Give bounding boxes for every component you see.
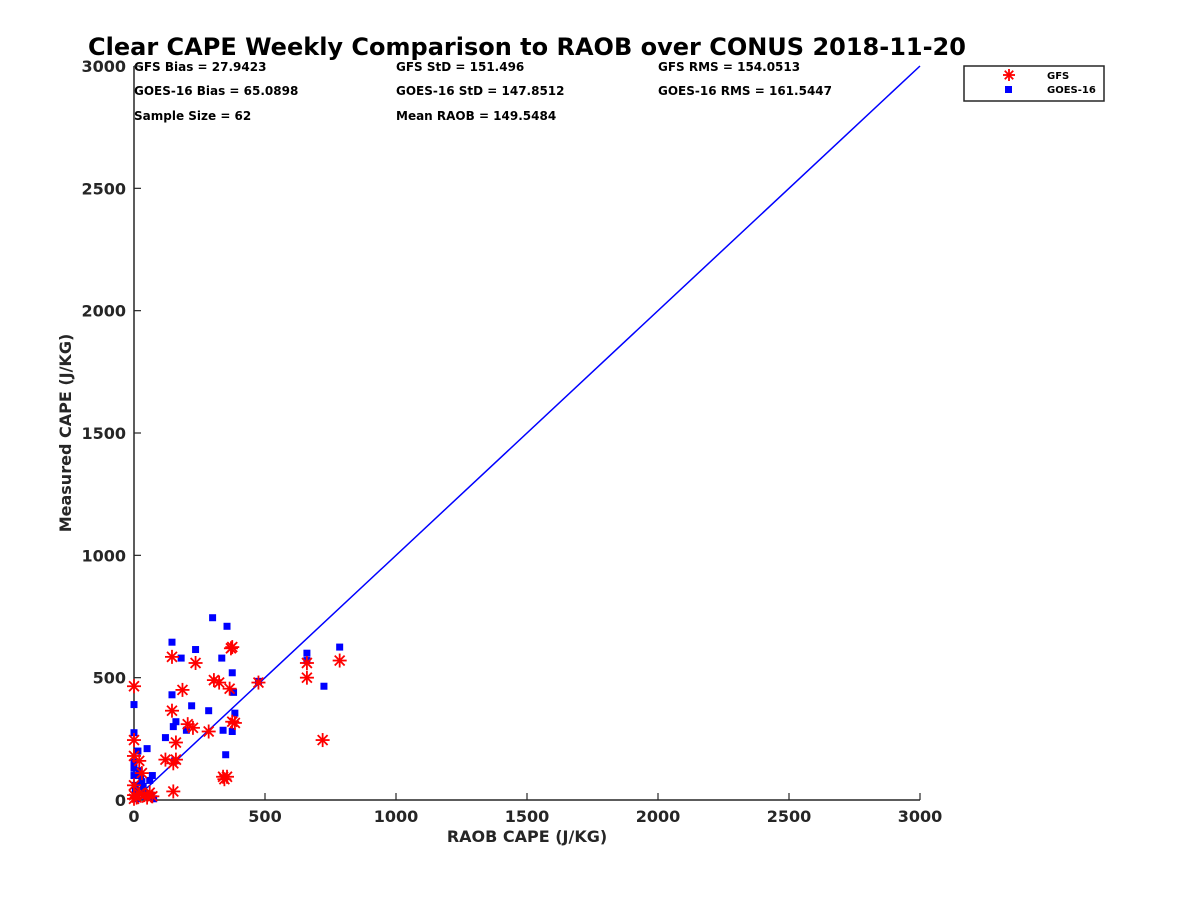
goes16-point [336, 643, 344, 651]
gfs-point [220, 769, 235, 784]
goes16-point [169, 723, 177, 731]
reference-line-group [133, 65, 921, 801]
gfs-point [299, 655, 314, 670]
gfs-point [251, 675, 266, 690]
gfs-point [315, 733, 330, 748]
goes16-point [168, 691, 176, 699]
x-tick-label: 1000 [374, 807, 419, 826]
y-tick-label: 500 [93, 669, 126, 688]
stat-gfs-std: GFS StD = 151.496 [396, 60, 524, 74]
goes16-point [146, 776, 154, 784]
gfs-point [132, 753, 147, 768]
goes16-point [192, 646, 200, 654]
y-tick-label: 1500 [81, 424, 126, 443]
gfs-point [185, 720, 200, 735]
goes16-point [228, 669, 236, 677]
stat-sample-size: Sample Size = 62 [134, 109, 251, 123]
goes16-point [168, 638, 176, 646]
x-tick-label: 2500 [767, 807, 812, 826]
x-tick-label: 0 [128, 807, 139, 826]
stat-goes-std: GOES-16 StD = 147.8512 [396, 84, 565, 98]
goes16-point [231, 709, 239, 717]
statistics-block: GFS Bias = 27.9423 GFS StD = 151.496 GFS… [134, 60, 832, 123]
gfs-point [145, 789, 160, 804]
gfs-point [175, 682, 190, 697]
goes16-point [219, 726, 227, 734]
goes16-point [172, 718, 180, 726]
goes16-point [143, 745, 151, 753]
goes16-point [148, 772, 156, 780]
legend-gfs-label: GFS [1047, 71, 1069, 82]
gfs-point [164, 649, 179, 664]
legend-gfs-asterisk [1003, 69, 1015, 81]
gfs-point [127, 679, 141, 694]
goes16-point [205, 707, 213, 715]
goes16-point [303, 649, 311, 657]
stat-gfs-bias: GFS Bias = 27.9423 [134, 60, 266, 74]
goes16-point [228, 727, 236, 735]
x-tick-label: 1500 [505, 807, 550, 826]
legend-box [963, 65, 1105, 102]
gfs-point [168, 752, 183, 767]
goes16-point [320, 682, 328, 690]
gfs-point [164, 703, 179, 718]
goes16-point [130, 729, 138, 737]
y-axis-label: Measured CAPE (J/KG) [56, 334, 75, 533]
goes16-point [177, 654, 185, 662]
stat-goes-rms: GOES-16 RMS = 161.5447 [658, 84, 832, 98]
goes16-point [130, 701, 138, 709]
gfs-point [168, 735, 183, 750]
gfs-point [225, 640, 240, 655]
chart-title: Clear CAPE Weekly Comparison to RAOB ove… [88, 33, 966, 61]
x-tick-label: 500 [248, 807, 281, 826]
y-tick-label: 2500 [81, 179, 126, 198]
legend-goes-label: GOES-16 [1047, 85, 1096, 96]
y-tick-label: 3000 [81, 57, 126, 76]
gfs-point [134, 766, 149, 781]
gfs-point [188, 655, 203, 670]
y-tick-label: 0 [115, 791, 126, 810]
one-to-one-line [133, 65, 921, 801]
legend-goes-marker [1005, 86, 1012, 93]
gfs-point [332, 653, 347, 668]
stat-goes-bias: GOES-16 Bias = 65.0898 [134, 84, 298, 98]
goes16-point [182, 726, 190, 734]
gfs-point [222, 681, 237, 696]
tick-group: 0 500 1000 1500 2000 2500 3000 0 500 1000 1500 2000… [81, 57, 942, 826]
stat-gfs-rms: GFS RMS = 154.0513 [658, 60, 800, 74]
y-tick-label: 2000 [81, 302, 126, 321]
goes16-point [161, 734, 169, 742]
goes16-point [218, 654, 226, 662]
gfs-point [201, 724, 216, 739]
goes16-point [139, 783, 147, 791]
goes16-point [138, 778, 146, 786]
legend-gfs-marker [1003, 69, 1015, 81]
gfs-point [166, 784, 181, 799]
x-tick-label: 3000 [898, 807, 943, 826]
x-axis-label: RAOB CAPE (J/KG) [447, 827, 607, 846]
gfs-point [212, 675, 227, 690]
gfs-point [227, 715, 242, 730]
points-group [127, 614, 347, 806]
goes16-point [223, 622, 231, 630]
goes16-point [209, 614, 217, 622]
legend: GFS GOES-16 [963, 65, 1105, 102]
goes16-point [222, 751, 230, 759]
stat-mean-raob: Mean RAOB = 149.5484 [396, 109, 556, 123]
goes16-point [130, 764, 138, 772]
goes16-point [188, 702, 196, 710]
goes16-point [130, 772, 138, 780]
gfs-point [299, 670, 314, 685]
gfs-point [127, 733, 141, 748]
y-tick-label: 1000 [81, 546, 126, 565]
x-tick-label: 2000 [636, 807, 681, 826]
